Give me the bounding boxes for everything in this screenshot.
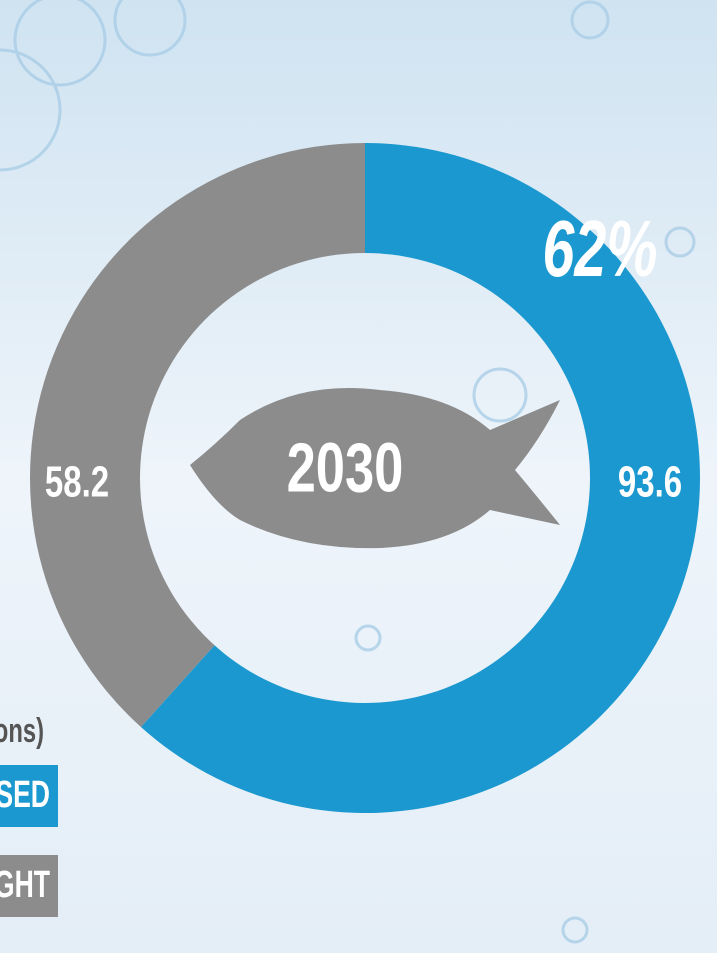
legend-swatch (0, 765, 58, 827)
data-label: 58.2 (45, 458, 109, 507)
percent-label: 62% (542, 204, 657, 294)
center-label: 2030 (287, 429, 404, 507)
fish-icon (190, 388, 560, 549)
legend: SED GHT (0, 765, 58, 917)
legend-label: SED (0, 772, 50, 815)
donut (29, 143, 700, 813)
bubbles (0, 0, 696, 944)
legend-title: ons) (0, 712, 44, 750)
data-label: 93.6 (618, 458, 682, 507)
donut-segment (29, 143, 365, 728)
legend-swatch (0, 855, 58, 917)
legend-label: GHT (0, 862, 50, 905)
donut-segment (140, 143, 700, 813)
